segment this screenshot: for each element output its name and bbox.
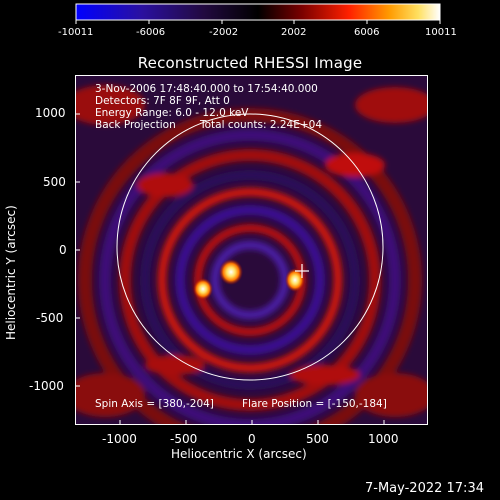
colorbar-tick-label: 2002 [281, 27, 307, 38]
total-counts-label: Total counts: 2.24E+04 [200, 119, 323, 131]
info-line: Detectors: 7F 8F 9F, Att 0 [95, 95, 230, 107]
x-tick-label: -500 [170, 432, 198, 446]
source-left [193, 278, 213, 300]
y-axis-label: Heliocentric Y (arcsec) [4, 205, 18, 340]
colorbar-svg [75, 3, 441, 24]
back-projection-label: Back Projection [95, 119, 176, 131]
footer-timestamp: 7-May-2022 17:34 [365, 481, 484, 496]
y-tick-label: 500 [43, 175, 66, 189]
solar-limb-circle [116, 113, 384, 381]
plot-title: Reconstructed RHESSI Image [137, 54, 363, 72]
colorbar-tick-label: 6006 [354, 27, 380, 38]
y-tick-label: -1000 [29, 379, 64, 393]
x-tick-label: 500 [306, 432, 329, 446]
flare-position-cross [295, 264, 309, 278]
colorbar-tick-label: -2002 [209, 27, 239, 38]
rhessi-image-svg [75, 75, 428, 425]
source-right [285, 268, 305, 292]
info-line: 3-Nov-2006 17:48:40.000 to 17:54:40.000 [95, 83, 318, 95]
colorbar-tick-label: 10011 [425, 27, 457, 38]
spin-axis-label: Spin Axis = [380,-204] [95, 398, 214, 410]
source-bright-center [219, 259, 243, 285]
x-axis-label: Heliocentric X (arcsec) [171, 447, 307, 461]
x-tick-label: 0 [248, 432, 256, 446]
x-tick-label: -1000 [102, 432, 137, 446]
colorbar-gradient [75, 3, 441, 21]
y-tick-label: 1000 [35, 106, 66, 120]
y-tick-label: 0 [59, 243, 67, 257]
y-tick-label: -500 [36, 311, 64, 325]
colorbar-tick-label: -6006 [136, 27, 166, 38]
info-line: Energy Range: 6.0 - 12.0 keV [95, 107, 249, 119]
x-tick-label: 1000 [368, 432, 399, 446]
ring-pattern [75, 85, 428, 425]
colorbar-tick-label: -10011 [58, 27, 94, 38]
flare-position-label: Flare Position = [-150,-184] [242, 398, 387, 410]
rhessi-image: 3-Nov-2006 17:48:40.000 to 17:54:40.000 … [75, 75, 428, 425]
colorbar: -10011 -6006 -2002 2002 6006 10011 [0, 0, 500, 44]
